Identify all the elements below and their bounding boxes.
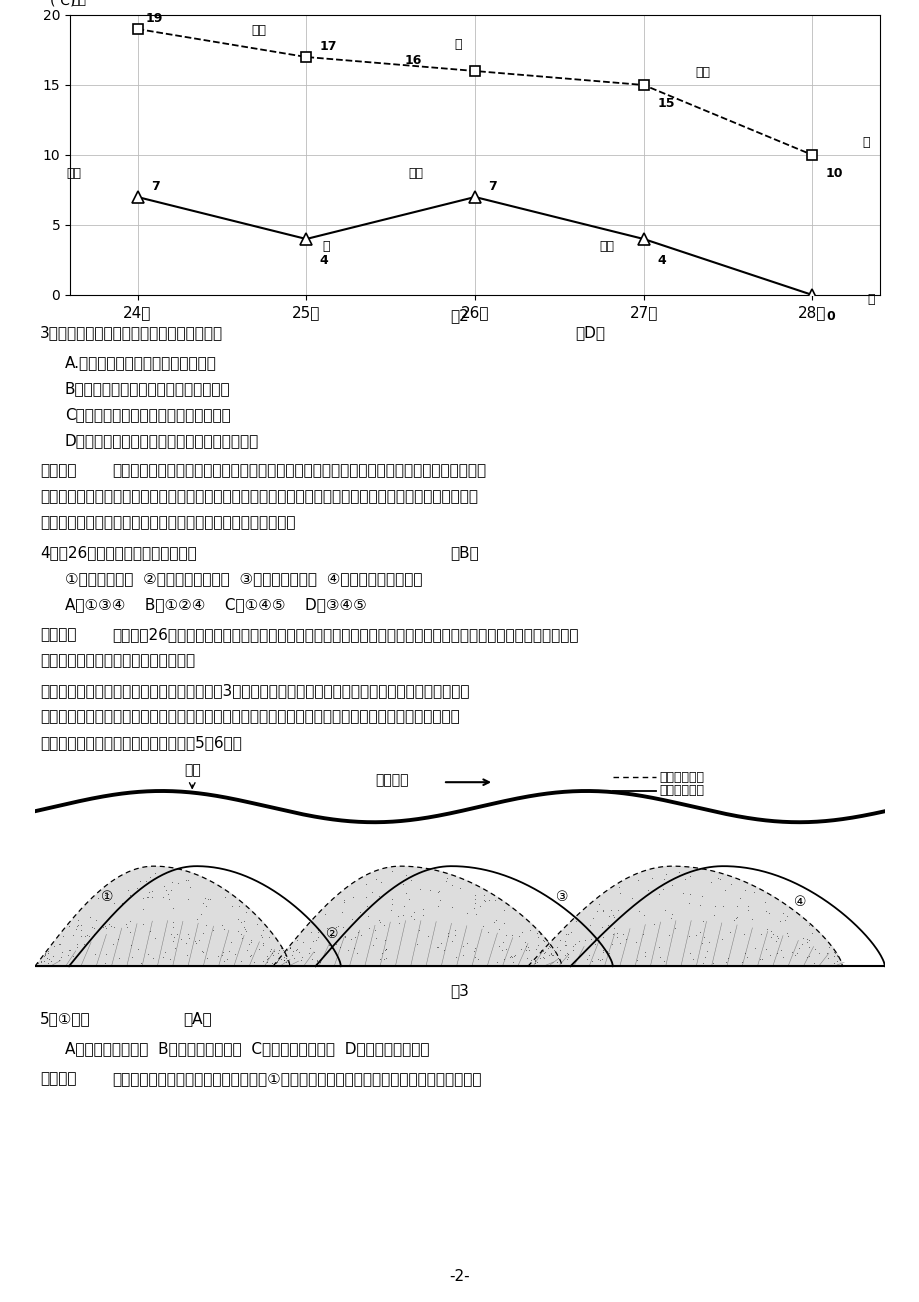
- Text: ④: ④: [793, 894, 805, 909]
- Text: 4: 4: [320, 254, 328, 267]
- Text: 17: 17: [320, 40, 337, 53]
- Text: ①大气逆辐射强  ②白天日照时间较长  ③白昼较前一天长  ④白天地面吸收热量多: ①大气逆辐射强 ②白天日照时间较长 ③白昼较前一天长 ④白天地面吸收热量多: [65, 572, 422, 586]
- Text: A．迎水坡，流速慢  B．迎水坡，流速快  C．背水坡，流速快  D．背水坡，流速慢: A．迎水坡，流速慢 B．迎水坡，流速快 C．背水坡，流速快 D．背水坡，流速慢: [65, 1042, 429, 1056]
- Text: 根据材料及图中的水流方向，可以判断①坡为迎水坡，且该坡为上坡，水流速度较慢，故以: 根据材料及图中的水流方向，可以判断①坡为迎水坡，且该坡为上坡，水流速度较慢，故以: [112, 1072, 481, 1086]
- Text: C．最高气温下降；太阳高度角逐渐下降: C．最高气温下降；太阳高度角逐渐下降: [65, 408, 231, 422]
- Text: 小雨: 小雨: [695, 66, 709, 79]
- Text: 【解析】: 【解析】: [40, 464, 76, 478]
- Text: 前期沙波剖面: 前期沙波剖面: [659, 771, 704, 784]
- Text: 晴: 晴: [323, 240, 330, 253]
- Text: 16: 16: [403, 53, 421, 66]
- Text: 在下一个沙波的迎水坡堆积。读图回向5～6题。: 在下一个沙波的迎水坡堆积。读图回向5～6题。: [40, 736, 242, 750]
- Text: 阵雨: 阵雨: [71, 0, 85, 7]
- Text: 后期沙波剖面: 后期沙波剖面: [659, 784, 704, 797]
- Text: 【解析】: 【解析】: [40, 1072, 76, 1086]
- Text: 水流方向: 水流方向: [375, 773, 408, 786]
- Text: 气温高，随后天气转晴而气温下降，说明经历了一次冷锋过境。: 气温高，随后天气转晴而气温下降，说明经历了一次冷锋过境。: [40, 516, 295, 530]
- Text: A.气温直线下降；受偏南风影响明显: A.气温直线下降；受偏南风影响明显: [65, 355, 217, 370]
- Text: B．昼夜温差减小；冷锋过境及白昼渐短: B．昼夜温差减小；冷锋过境及白昼渐短: [65, 381, 231, 396]
- Text: 4: 4: [656, 254, 665, 267]
- Text: -2-: -2-: [449, 1269, 470, 1284]
- Text: 3．图示日期内，该地的气温变化趋势及原因: 3．图示日期内，该地的气温变化趋势及原因: [40, 326, 223, 340]
- Text: 15: 15: [656, 98, 674, 111]
- Text: （A）: （A）: [183, 1010, 211, 1026]
- Text: 伏影响呈波形，水流速度受上坡和下坡影响在差异，进而导致沙波背水坡泥沙被侵蚀，而被侵蚀的泥沙会: 伏影响呈波形，水流速度受上坡和下坡影响在差异，进而导致沙波背水坡泥沙被侵蚀，而被…: [40, 710, 460, 724]
- Text: （D）: （D）: [574, 326, 605, 340]
- Text: 图2: 图2: [450, 309, 469, 323]
- Text: ②: ②: [326, 927, 338, 940]
- Text: 4．与26日夜间气温较高有关联的是: 4．与26日夜间气温较高有关联的是: [40, 546, 197, 560]
- Text: 图中两条线能反映气温变化。总体上是处于下降状态，但不是直线下降。影响气温的根本原因: 图中两条线能反映气温变化。总体上是处于下降状态，但不是直线下降。影响气温的根本原…: [112, 464, 485, 478]
- Text: 多云: 多云: [251, 25, 267, 38]
- Text: （B）: （B）: [449, 546, 478, 560]
- Text: 0: 0: [825, 310, 834, 323]
- Text: 沙波是河流浅水区河床中的沙粒堆积地貌。图3示意某常见的沙波形成过程。在浅水区，水面受河床底部起: 沙波是河流浅水区河床中的沙粒堆积地貌。图3示意某常见的沙波形成过程。在浅水区，水…: [40, 684, 469, 698]
- Text: 10: 10: [825, 167, 843, 180]
- Text: 图3: 图3: [450, 983, 469, 999]
- Text: 5．①坡是: 5．①坡是: [40, 1010, 91, 1026]
- Text: ①: ①: [101, 889, 113, 904]
- Text: 多云: 多云: [598, 240, 614, 253]
- Text: 晴: 晴: [867, 293, 874, 306]
- Text: 因而保温作用强，所以晚上气温较高。: 因而保温作用强，所以晚上气温较高。: [40, 654, 195, 668]
- Text: 是太阳辐射，而太阳辐射既受太阳高度影响，也受天气状况影响。由气温与天气状况可知，该地前几天阴雨，: 是太阳辐射，而太阳辐射既受太阳高度影响，也受天气状况影响。由气温与天气状况可知，…: [40, 490, 478, 504]
- Text: 晴: 晴: [862, 137, 869, 150]
- Text: A．①③④    B．①②④    C．①④⑤    D．③④⑤: A．①③④ B．①②④ C．①④⑤ D．③④⑤: [65, 598, 367, 612]
- Text: 阵雨: 阵雨: [66, 167, 81, 180]
- Text: 多云: 多云: [408, 167, 423, 180]
- Text: (℃): (℃): [50, 0, 76, 8]
- Text: 7: 7: [488, 180, 496, 193]
- Text: 7: 7: [151, 180, 160, 193]
- Text: 水面: 水面: [184, 763, 200, 777]
- Text: 19: 19: [146, 12, 164, 25]
- Text: 晴: 晴: [454, 38, 461, 51]
- Text: ③: ③: [555, 889, 568, 904]
- Text: D．气温波动下降；太阳辐射日变化及冷锋过境: D．气温波动下降；太阳辐射日变化及冷锋过境: [65, 434, 259, 448]
- Text: 【解析】: 【解析】: [40, 628, 76, 642]
- Text: 图中显示26日白天天气晴朗，太阳辐射而地面吸收的热量多，晚上为多云天气，大气中水汽较多而大气逆辐射强，: 图中显示26日白天天气晴朗，太阳辐射而地面吸收的热量多，晚上为多云天气，大气中水…: [112, 628, 578, 642]
